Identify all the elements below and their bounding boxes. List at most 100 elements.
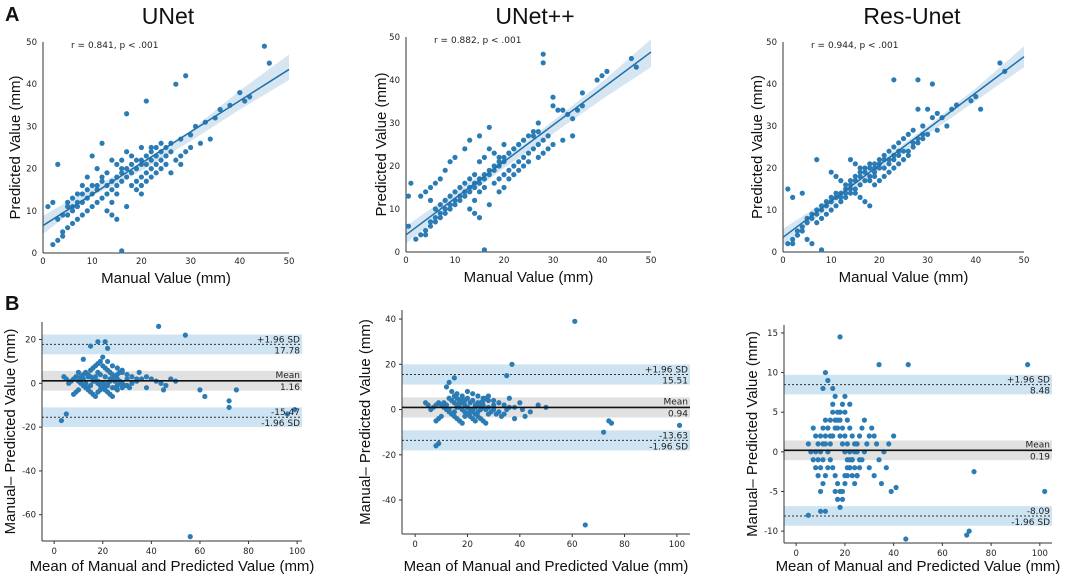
x-tick-label: 40 (514, 540, 525, 550)
data-point (183, 73, 189, 79)
x-tick-label: 20 (97, 547, 108, 557)
data-point (871, 182, 878, 188)
upper-loa-value: 8.48 (1030, 387, 1050, 397)
data-point (886, 441, 892, 447)
data-point (817, 508, 824, 514)
data-point (540, 51, 546, 57)
data-point (55, 216, 61, 222)
data-point (476, 180, 483, 186)
data-point (579, 90, 586, 96)
data-point (522, 413, 528, 419)
data-point (109, 187, 115, 193)
data-point (601, 429, 607, 435)
x-tick-label: 40 (234, 257, 245, 267)
data-point (501, 402, 507, 408)
data-point (852, 441, 858, 447)
lower-loa-value: -8.09 (1027, 507, 1051, 517)
data-point (852, 173, 858, 179)
y-tick-label: 40 (385, 315, 396, 325)
x-tick-label: 50 (1019, 256, 1030, 266)
data-point (136, 369, 142, 375)
data-point (476, 159, 483, 165)
data-point (838, 194, 844, 200)
data-point (94, 182, 100, 189)
data-point (843, 182, 849, 188)
mean-label: Mean (275, 371, 300, 381)
data-point (501, 141, 507, 148)
data-point (437, 202, 443, 208)
scatter-chart-1: UNet 0 10 20 30 40 50 0 10 20 30 40 50 r = 0.841, p <… (7, 3, 294, 287)
data-point (866, 433, 872, 439)
data-point (599, 73, 605, 79)
y-tick-label: 0 (395, 248, 400, 258)
x-tick-label: 30 (922, 256, 933, 266)
data-point (852, 161, 858, 167)
data-point (545, 133, 551, 139)
data-point (825, 465, 831, 471)
data-point (525, 159, 532, 165)
data-point (109, 393, 116, 400)
data-point (143, 153, 149, 159)
upper-loa-label: +1.96 SD (1007, 376, 1050, 386)
data-point (133, 178, 140, 184)
data-point (944, 123, 950, 129)
data-point (405, 223, 412, 229)
data-point (97, 358, 103, 365)
data-point (790, 194, 796, 200)
data-point (830, 465, 836, 471)
data-point (511, 163, 517, 169)
y-tick-label: 0 (772, 248, 777, 258)
y-axis-label: Manual– Predicted Value (mm) (357, 319, 374, 525)
x-axis-label: Mean of Manual and Predicted Value (mm) (30, 558, 315, 575)
data-point (842, 480, 848, 487)
data-point (292, 407, 298, 413)
data-point (844, 465, 850, 471)
data-point (109, 212, 115, 218)
data-point (833, 190, 839, 196)
data-point (124, 149, 130, 155)
data-point (202, 393, 208, 400)
data-point (560, 137, 566, 143)
mean-label: Mean (663, 397, 688, 407)
data-point (114, 191, 120, 197)
y-tick-label: 15 (767, 329, 778, 339)
data-point (156, 323, 162, 329)
data-point (535, 129, 541, 135)
data-point (822, 417, 829, 423)
data-point (173, 81, 179, 87)
data-point (530, 146, 537, 152)
data-point (804, 220, 810, 226)
data-point (55, 161, 61, 167)
data-point (496, 189, 502, 195)
data-point (852, 186, 858, 192)
data-point (862, 178, 868, 184)
data-point (871, 433, 877, 439)
data-point (830, 385, 836, 392)
data-point (506, 395, 512, 401)
data-point (464, 388, 471, 395)
data-point (525, 150, 532, 156)
confidence-band (783, 46, 1024, 246)
data-point (462, 146, 468, 152)
data-point (843, 194, 849, 200)
data-point (856, 433, 863, 439)
x-tick-label: 40 (146, 547, 157, 557)
data-point (847, 425, 853, 431)
data-point (126, 385, 133, 391)
data-point (266, 60, 272, 66)
data-point (63, 411, 69, 417)
x-tick-label: 20 (874, 256, 885, 266)
data-point (871, 473, 877, 479)
data-point (820, 385, 826, 392)
x-tick-label: 50 (646, 256, 657, 266)
data-point (427, 197, 434, 203)
data-point (818, 215, 825, 221)
data-point (891, 77, 897, 83)
data-point (867, 165, 873, 171)
data-point (886, 148, 892, 154)
data-point (876, 457, 882, 463)
data-point (915, 77, 921, 83)
y-tick-label: 0 (31, 379, 36, 389)
data-point (138, 144, 144, 151)
y-tick-label: 10 (767, 369, 778, 379)
